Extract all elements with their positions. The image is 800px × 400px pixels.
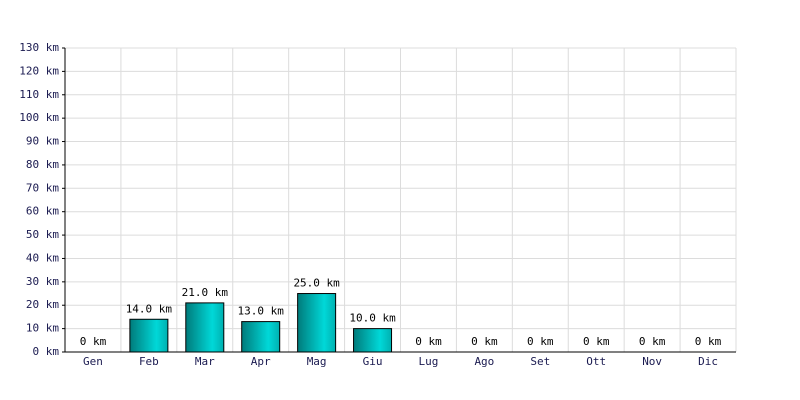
data-label: 0 km <box>639 335 666 348</box>
x-tick-label: Nov <box>642 355 662 368</box>
y-tick-label: 30 km <box>26 275 59 288</box>
bar <box>353 328 393 353</box>
data-label: 10.0 km <box>349 312 396 325</box>
y-tick-label: 110 km <box>19 88 59 101</box>
y-tick-label: 10 km <box>26 322 59 335</box>
y-tick-label: 100 km <box>19 111 59 124</box>
bar <box>297 293 337 353</box>
x-tick-label: Dic <box>698 355 718 368</box>
y-tick-label: 40 km <box>26 251 59 264</box>
bar <box>185 302 225 353</box>
x-tick-label: Ago <box>474 355 494 368</box>
data-label: 0 km <box>415 335 442 348</box>
x-tick-label: Mar <box>195 355 215 368</box>
x-tick-label: Lug <box>419 355 439 368</box>
y-tick-label: 130 km <box>19 41 59 54</box>
y-tick-label: 20 km <box>26 298 59 311</box>
data-label: 0 km <box>527 335 554 348</box>
x-tick-label: Set <box>530 355 550 368</box>
data-label: 21.0 km <box>182 286 229 299</box>
data-label: 0 km <box>80 335 107 348</box>
x-tick-label: Giu <box>363 355 383 368</box>
y-tick-label: 50 km <box>26 228 59 241</box>
data-label: 14.0 km <box>126 302 173 315</box>
bar <box>241 321 281 353</box>
y-tick-label: 80 km <box>26 158 59 171</box>
x-tick-label: Gen <box>83 355 103 368</box>
x-tick-label: Feb <box>139 355 159 368</box>
x-tick-label: Mag <box>307 355 327 368</box>
data-label: 0 km <box>583 335 610 348</box>
data-label: 0 km <box>471 335 498 348</box>
y-tick-label: 120 km <box>19 64 59 77</box>
y-tick-label: 70 km <box>26 181 59 194</box>
bar <box>129 318 169 353</box>
data-label: 0 km <box>695 335 722 348</box>
data-label: 25.0 km <box>293 277 340 290</box>
y-tick-label: 0 km <box>33 345 60 358</box>
x-tick-label: Ott <box>586 355 606 368</box>
y-tick-label: 60 km <box>26 205 59 218</box>
data-label: 13.0 km <box>238 305 285 318</box>
y-tick-label: 90 km <box>26 135 59 148</box>
x-tick-label: Apr <box>251 355 271 368</box>
